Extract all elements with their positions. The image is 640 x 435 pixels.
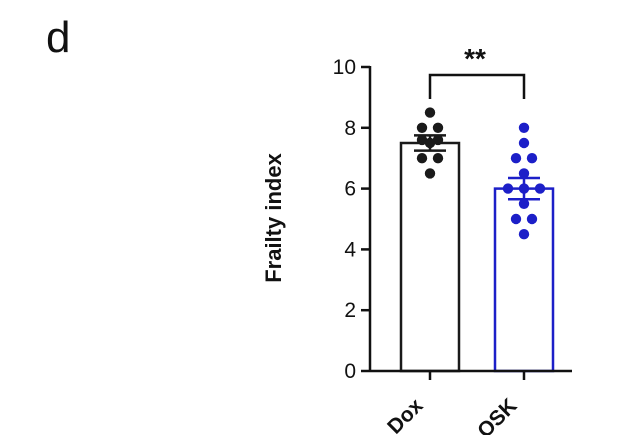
data-point: [518, 198, 530, 209]
panel-label: d: [46, 13, 70, 62]
data-point: [518, 183, 530, 194]
data-point: [510, 153, 522, 164]
y-tick-label: 8: [344, 117, 356, 140]
y-axis: 0 2 4 6 8 10: [333, 56, 372, 383]
data-point: [518, 229, 530, 240]
data-point: [432, 134, 444, 146]
y-tick-label: 0: [344, 360, 356, 383]
x-axis: Dox OSK: [370, 369, 572, 435]
x-category-label: Dox: [383, 394, 428, 435]
bar-osk: [493, 187, 555, 373]
data-point: [416, 134, 428, 146]
data-point: [424, 107, 436, 118]
data-point: [416, 153, 428, 164]
y-tick-label: 2: [344, 299, 356, 322]
data-point: [526, 213, 538, 225]
data-point: [502, 183, 514, 194]
data-point: [432, 153, 444, 164]
x-category-label: OSK: [473, 394, 521, 435]
data-point: [518, 137, 530, 149]
data-point: [424, 168, 436, 179]
y-tick-label: 6: [344, 178, 356, 201]
data-point: [518, 122, 530, 133]
significance-bracket: **: [428, 43, 526, 99]
data-point: [510, 213, 522, 225]
y-tick-label: 4: [344, 238, 356, 261]
data-point: [518, 168, 530, 179]
y-axis-label: Frailty index: [261, 152, 286, 282]
bars: [399, 134, 555, 373]
bracket-line: [428, 73, 526, 99]
data-point: [432, 122, 444, 133]
data-point: [424, 137, 436, 149]
data-points: [416, 107, 546, 240]
significance-label: **: [464, 43, 486, 74]
data-point: [534, 183, 546, 194]
y-tick-label: 10: [333, 56, 356, 79]
data-point: [526, 153, 538, 164]
data-point: [416, 122, 428, 133]
